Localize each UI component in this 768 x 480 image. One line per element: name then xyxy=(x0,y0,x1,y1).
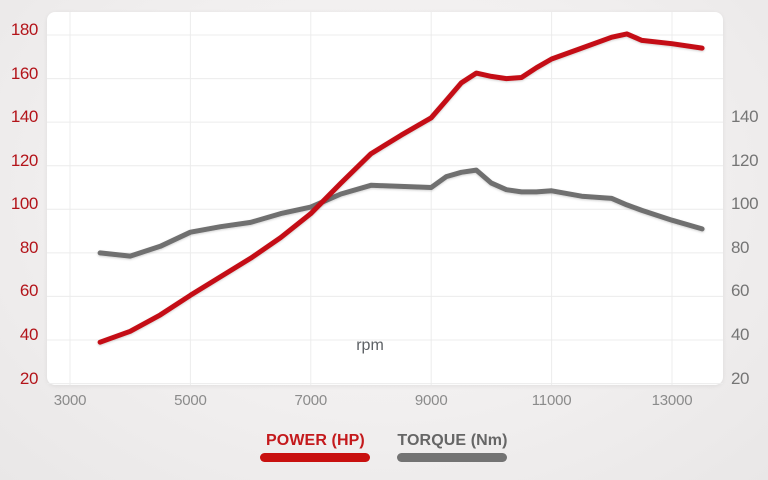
y-axis-left: 20 40 60 80 100 120 140 160 180 xyxy=(0,0,39,480)
y-axis-left-tick-label: 140 xyxy=(10,107,39,127)
y-axis-left-tick-label: 120 xyxy=(10,150,39,170)
y-axis-right-tick-label: 40 xyxy=(731,325,750,344)
y-axis-left-tick-label: 40 xyxy=(19,325,39,344)
x-axis-tick-label: 7000 xyxy=(294,392,328,409)
x-axis-tick-label: 9000 xyxy=(414,392,448,409)
power-line-swatch xyxy=(260,453,371,462)
x-axis-title: rpm xyxy=(356,337,384,354)
torque-line-swatch xyxy=(397,453,508,462)
legend-item-torque[interactable]: TORQUE (Nm) xyxy=(397,432,508,462)
y-axis-right-tick-label: 20 xyxy=(731,368,750,388)
y-axis-left-tick-label: 180 xyxy=(10,20,39,39)
x-axis-tick-label: 11000 xyxy=(531,392,572,409)
legend-label-power: POWER (HP) xyxy=(266,432,365,449)
x-axis: 3000 5000 7000 9000 11000 13000 xyxy=(0,392,768,412)
x-axis-tick-label: 5000 xyxy=(174,392,207,409)
x-axis-tick-label: 13000 xyxy=(651,392,693,409)
legend-item-power[interactable]: POWER (HP) xyxy=(260,432,371,462)
y-axis-left-tick-label: 80 xyxy=(19,237,39,257)
y-axis-left-tick-label: 20 xyxy=(19,368,39,388)
y-axis-left-tick-label: 100 xyxy=(10,194,39,214)
legend-label-torque: TORQUE (Nm) xyxy=(397,432,508,449)
y-axis-left-tick-label: 160 xyxy=(10,63,39,83)
y-axis-right-tick-label: 120 xyxy=(731,150,759,170)
x-axis-tick-label: 3000 xyxy=(53,392,87,409)
chart-legend: POWER (HP) TORQUE (Nm) xyxy=(0,432,768,462)
y-axis-right-tick-label: 140 xyxy=(731,107,759,127)
y-axis-right-tick-label: 80 xyxy=(731,237,750,257)
y-axis-right-tick-label: 60 xyxy=(731,281,750,301)
y-axis-left-tick-label: 60 xyxy=(19,281,39,301)
y-axis-right-tick-label: 100 xyxy=(731,194,759,214)
y-axis-right: 20 40 60 80 100 120 140 xyxy=(731,0,768,480)
chart-plot-area xyxy=(47,12,723,385)
